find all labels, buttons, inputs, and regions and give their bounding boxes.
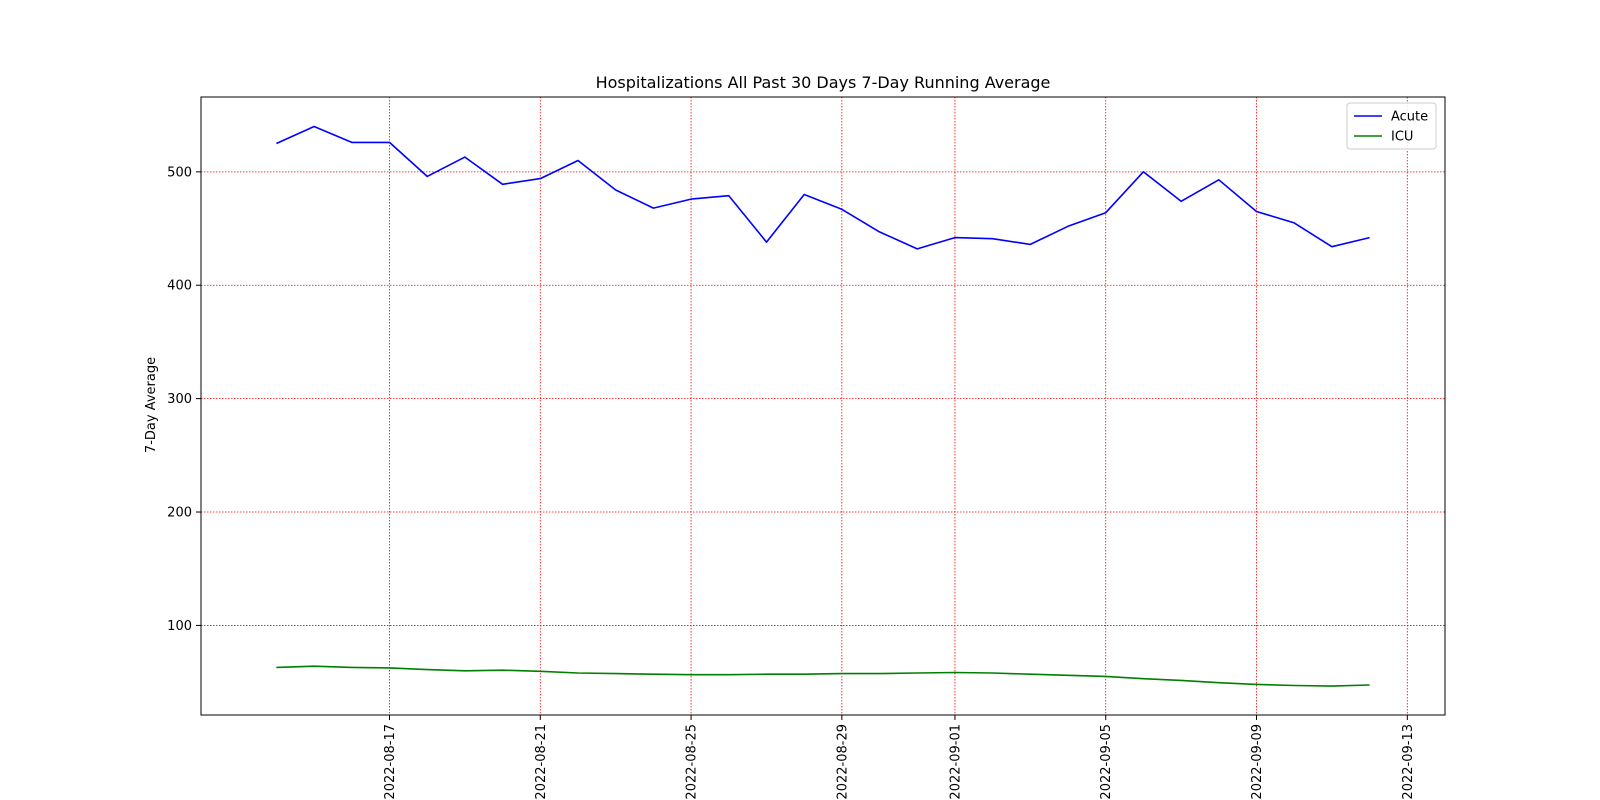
series-line-icu [276, 665, 1370, 687]
series-lines [276, 125, 1370, 687]
x-tick-label: 2022-08-17 [383, 724, 398, 800]
x-tick-label: 2022-09-09 [1250, 724, 1265, 800]
legend-box [1346, 102, 1437, 150]
legend: Acute ICU [1346, 102, 1437, 150]
ticks: 100 200 300 400 500 2022-08-17 2022-08-21 2022-… [167, 165, 1416, 799]
y-tick-label: 200 [167, 506, 192, 521]
x-tick-label: 2022-09-01 [948, 724, 963, 800]
y-tick-label: 400 [167, 279, 192, 294]
x-tick-label: 2022-08-29 [835, 724, 850, 800]
x-tick-label: 2022-09-13 [1401, 724, 1416, 800]
legend-label-icu: ICU [1391, 130, 1413, 145]
x-tick-label: 2022-08-21 [534, 724, 549, 800]
x-tick-label: 2022-08-25 [685, 724, 700, 800]
x-tick-label: 2022-09-05 [1099, 724, 1114, 800]
series-line-acute [276, 125, 1370, 250]
plot-area-frame [200, 96, 1446, 716]
y-tick-label: 300 [167, 392, 192, 407]
y-tick-label: 500 [167, 165, 192, 180]
legend-label-acute: Acute [1391, 110, 1428, 125]
chart-title: Hospitalizations All Past 30 Days 7-Day … [596, 73, 1051, 92]
y-axis-label: 7-Day Average [144, 357, 159, 453]
y-tick-label: 100 [167, 619, 192, 634]
grid [201, 97, 1445, 715]
